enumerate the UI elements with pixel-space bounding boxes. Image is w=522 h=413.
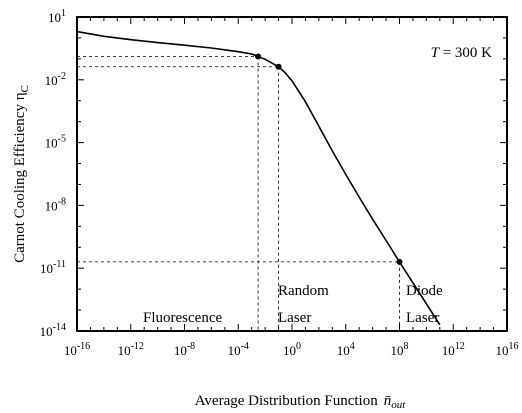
y-tick-labels: 101 10-2 10-5 10-8 10-11 10-14	[40, 8, 66, 339]
fluorescence-label: Fluorescence	[143, 310, 222, 326]
x-tick-label: 10-4	[228, 341, 249, 358]
y-tick-label: 101	[48, 8, 66, 25]
y-tick-label: 10-8	[45, 196, 66, 213]
x-tick-label: 10-16	[64, 341, 90, 358]
y-tick-label: 10-5	[45, 134, 66, 151]
random-laser-label-line1: Random	[278, 283, 329, 299]
y-tick-label: 10-11	[40, 259, 66, 276]
x-tick-label: 1016	[496, 341, 519, 358]
guide-lines	[77, 56, 400, 331]
data-point-marker	[275, 63, 282, 70]
x-tick-label: 10-12	[118, 341, 144, 358]
x-tick-label: 10-8	[174, 341, 195, 358]
y-tick-label: 10-2	[45, 71, 66, 88]
temperature-annotation: T = 300 K	[431, 45, 493, 61]
data-point-marker	[255, 53, 262, 60]
diode-laser-label-line2: Laser	[406, 310, 439, 326]
axis-ticks	[76, 16, 508, 332]
data-point-marker	[396, 258, 403, 265]
x-tick-labels: 10-16 10-12 10-8 10-4 100 104 108 1012 1016	[64, 341, 519, 358]
x-tick-label: 104	[337, 341, 355, 358]
x-tick-label: 100	[283, 341, 301, 358]
x-tick-label: 108	[391, 341, 409, 358]
x-tick-label: 1012	[442, 341, 465, 358]
efficiency-curve	[76, 30, 441, 326]
diode-laser-label-line1: Diode	[406, 283, 443, 299]
random-laser-label-line2: Laser	[278, 310, 311, 326]
x-axis-title: Average Distribution Function n̄out	[195, 393, 407, 411]
markers	[255, 53, 403, 265]
y-tick-label: 10-14	[40, 322, 66, 339]
y-axis-title: Carnot Cooling Efficiency ηC	[12, 85, 31, 263]
